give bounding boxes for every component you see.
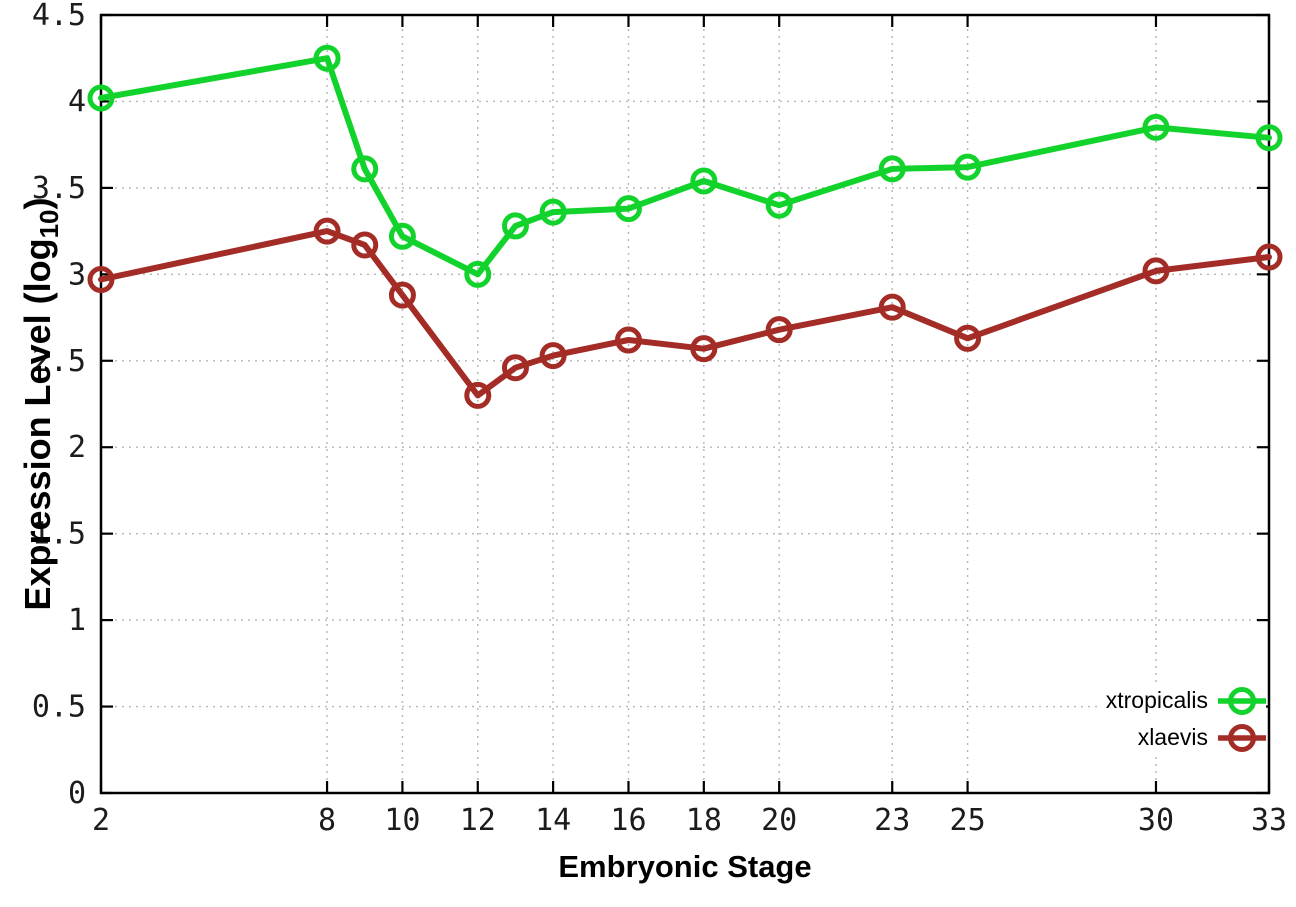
y-tick-label: 3 xyxy=(68,257,86,292)
axes-frame xyxy=(99,13,1271,795)
y-tick-label: 1.5 xyxy=(32,517,86,552)
x-tick-label: 16 xyxy=(610,803,646,838)
data-point-xtropicalis xyxy=(1255,124,1283,152)
series-xlaevis xyxy=(87,217,1283,409)
y-axis-title-close: ) xyxy=(17,197,58,210)
x-tick-label: 2 xyxy=(92,803,110,838)
y-tick-label: 2 xyxy=(68,430,86,465)
y-tick-labels: 0 0.5 1 1.5 2 2.5 3 3.5 4 4.5 xyxy=(32,0,86,811)
data-point-xlaevis xyxy=(539,342,567,370)
legend-item-xtropicalis: xtropicalis xyxy=(1097,682,1266,719)
data-point-xtropicalis xyxy=(765,191,793,219)
y-tick-label: 0 xyxy=(68,776,86,811)
data-point-xtropicalis xyxy=(313,44,341,72)
x-tick-label: 8 xyxy=(318,803,336,838)
open-circle-line-icon xyxy=(1218,686,1266,715)
data-point-xlaevis xyxy=(765,316,793,344)
y-tick-label: 2.5 xyxy=(32,344,86,379)
x-tick-label: 14 xyxy=(535,803,571,838)
legend-label-xtropicalis: xtropicalis xyxy=(1105,687,1208,713)
y-tick-label: 0.5 xyxy=(32,690,86,725)
data-point-xtropicalis xyxy=(878,155,906,183)
x-tick-label: 12 xyxy=(460,803,496,838)
data-point-xtropicalis xyxy=(87,84,115,112)
x-axis-title: Embryonic Stage xyxy=(558,849,812,884)
x-tick-label: 20 xyxy=(761,803,797,838)
data-point-xlaevis xyxy=(87,266,115,294)
data-point-xtropicalis xyxy=(1142,113,1170,141)
data-point-xtropicalis xyxy=(464,260,492,288)
legend-item-xlaevis: xlaevis xyxy=(1129,719,1266,756)
data-point-xtropicalis xyxy=(388,222,416,250)
data-point-xlaevis xyxy=(501,354,529,382)
y-tick-label: 3.5 xyxy=(32,171,86,206)
gridlines xyxy=(100,14,1270,794)
x-tick-label: 30 xyxy=(1138,803,1174,838)
legend: xtropicalis xlaevis xyxy=(1097,682,1266,756)
data-point-xlaevis xyxy=(464,381,492,409)
y-tick-label: 4 xyxy=(68,84,86,119)
data-point-xtropicalis xyxy=(690,167,718,195)
data-point-xlaevis xyxy=(1255,243,1283,271)
data-point-xtropicalis xyxy=(501,212,529,240)
data-point-xtropicalis xyxy=(351,155,379,183)
data-point-xlaevis xyxy=(614,326,642,354)
x-tick-label: 18 xyxy=(686,803,722,838)
data-point-xlaevis xyxy=(1142,257,1170,285)
data-point-xlaevis xyxy=(388,281,416,309)
legend-label-xlaevis: xlaevis xyxy=(1137,724,1208,750)
series-xtropicalis xyxy=(87,44,1283,288)
data-point-xlaevis xyxy=(878,293,906,321)
x-tick-labels: 2 8 10 12 14 16 18 20 23 25 30 33 xyxy=(92,803,1287,838)
x-tick-label: 25 xyxy=(950,803,986,838)
data-point-xlaevis xyxy=(351,231,379,259)
data-point-xtropicalis xyxy=(954,153,982,181)
data-point-xlaevis xyxy=(954,324,982,352)
y-axis-title-text: Expression Level (log xyxy=(17,238,58,611)
data-point-xtropicalis xyxy=(614,195,642,223)
data-point-xlaevis xyxy=(690,335,718,363)
x-tick-label: 23 xyxy=(874,803,910,838)
y-axis-title: Expression Level (log10) xyxy=(17,197,64,611)
open-circle-line-icon xyxy=(1218,723,1266,752)
x-tick-label: 10 xyxy=(384,803,420,838)
x-tick-label: 33 xyxy=(1251,803,1287,838)
y-axis-title-subscript: 10 xyxy=(34,209,65,239)
y-tick-label: 4.5 xyxy=(32,0,86,33)
data-point-xlaevis xyxy=(313,217,341,245)
data-point-xtropicalis xyxy=(539,198,567,226)
y-tick-label: 1 xyxy=(68,603,86,638)
